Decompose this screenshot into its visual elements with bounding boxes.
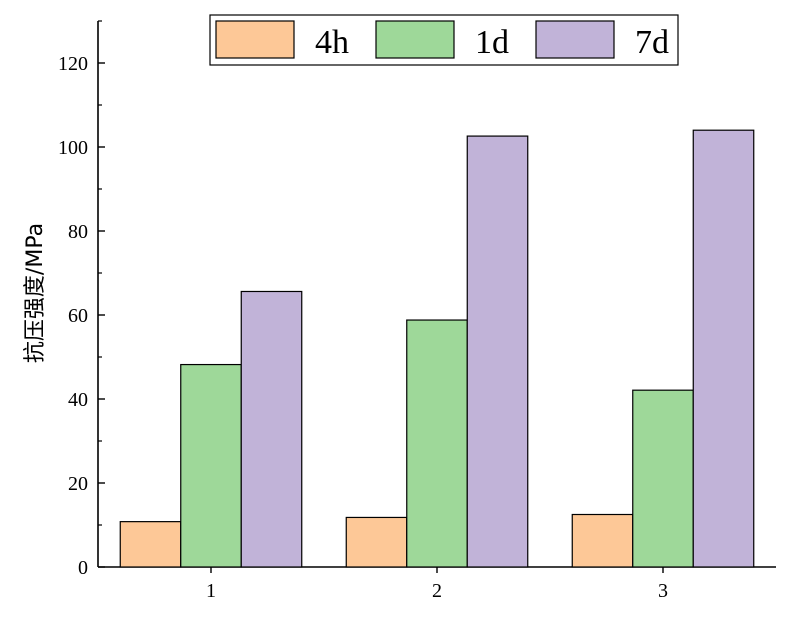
bar-1d-2 xyxy=(406,319,468,568)
x-tick-label: 2 xyxy=(432,580,442,602)
bars xyxy=(119,129,755,568)
legend-label-7d: 7d xyxy=(635,24,669,61)
y-tick-label: 60 xyxy=(68,305,88,327)
x-tick-label: 1 xyxy=(206,580,216,602)
bar-4h-3 xyxy=(571,513,634,568)
bar-4h-1 xyxy=(119,521,182,568)
bar-4h-2 xyxy=(345,516,408,568)
legend: 4h 1d 7d xyxy=(209,14,679,66)
y-tick-label: 120 xyxy=(58,53,88,75)
y-axis-label: 抗压强度/MPa xyxy=(23,223,48,363)
bar-7d-1 xyxy=(240,290,303,568)
legend-swatch-1d xyxy=(375,20,455,59)
bar-7d-3 xyxy=(692,129,755,568)
legend-label-1d: 1d xyxy=(475,24,509,61)
legend-swatch-4h xyxy=(215,20,295,59)
bar-1d-3 xyxy=(632,389,694,568)
x-tick-label: 3 xyxy=(658,580,668,602)
legend-swatch-7d xyxy=(535,20,615,59)
y-tick-label: 0 xyxy=(78,557,88,579)
y-tick-label: 20 xyxy=(68,473,88,495)
y-tick-label: 100 xyxy=(58,137,88,159)
legend-label-4h: 4h xyxy=(315,24,349,61)
y-tick-label: 80 xyxy=(68,221,88,243)
y-tick-label: 40 xyxy=(68,389,88,411)
bar-7d-2 xyxy=(466,135,529,568)
bar-1d-1 xyxy=(180,363,242,568)
